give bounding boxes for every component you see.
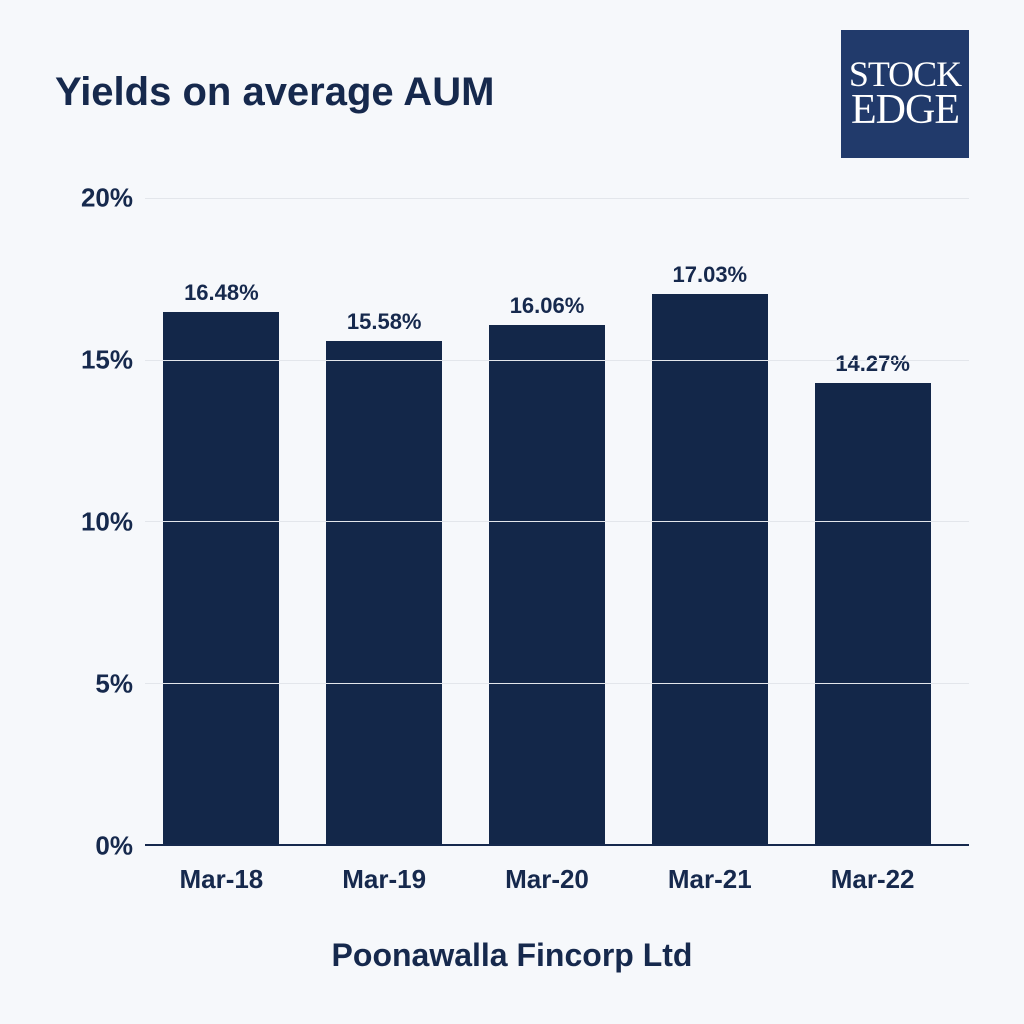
x-tick: Mar-20	[471, 864, 624, 895]
x-tick: Mar-19	[308, 864, 461, 895]
bar	[163, 312, 279, 844]
y-axis: 0%5%10%15%20%	[55, 198, 145, 846]
x-tick: Mar-21	[633, 864, 786, 895]
y-tick: 20%	[81, 183, 133, 214]
x-axis: Mar-18 Mar-19 Mar-20 Mar-21 Mar-22	[55, 864, 969, 895]
gridline	[145, 198, 969, 199]
stockedge-logo: STOCK EDGE	[841, 30, 969, 158]
plot-area: 16.48% 15.58% 16.06% 17.03% 14.27%	[145, 198, 969, 846]
logo-text-line2: EDGE	[851, 91, 959, 131]
chart-title: Yields on average AUM	[55, 70, 494, 115]
bar-value-label: 17.03%	[673, 262, 748, 288]
chart-wrapper: 0%5%10%15%20% 16.48%15.58%16.06%17.03%14…	[55, 198, 969, 974]
x-tick: Mar-18	[145, 864, 298, 895]
bar	[652, 294, 768, 844]
y-tick: 15%	[81, 345, 133, 376]
chart-container: Yields on average AUM STOCK EDGE 0% 5% 10%…	[0, 0, 1024, 1024]
y-tick: 0%	[95, 831, 133, 862]
logo-text-line1: STOCK	[849, 57, 961, 91]
chart-footer: Poonawalla Fincorp Ltd	[55, 937, 969, 974]
header: Yields on average AUM STOCK EDGE	[55, 50, 969, 158]
bar-value-label: 16.48%	[184, 280, 259, 306]
gridline	[145, 521, 969, 522]
x-labels: Mar-18 Mar-19 Mar-20 Mar-21 Mar-22	[145, 864, 949, 895]
y-tick: 10%	[81, 507, 133, 538]
y-tick: 5%	[95, 669, 133, 700]
bar	[815, 383, 931, 844]
gridline	[145, 683, 969, 684]
bar	[326, 341, 442, 844]
gridline	[145, 360, 969, 361]
chart-area: 0%5%10%15%20% 16.48%15.58%16.06%17.03%14…	[55, 198, 969, 846]
bar-value-label: 14.27%	[835, 351, 910, 377]
bar-value-label: 15.58%	[347, 309, 422, 335]
bar-value-label: 16.06%	[510, 293, 585, 319]
bar	[489, 325, 605, 844]
x-tick: Mar-22	[796, 864, 949, 895]
